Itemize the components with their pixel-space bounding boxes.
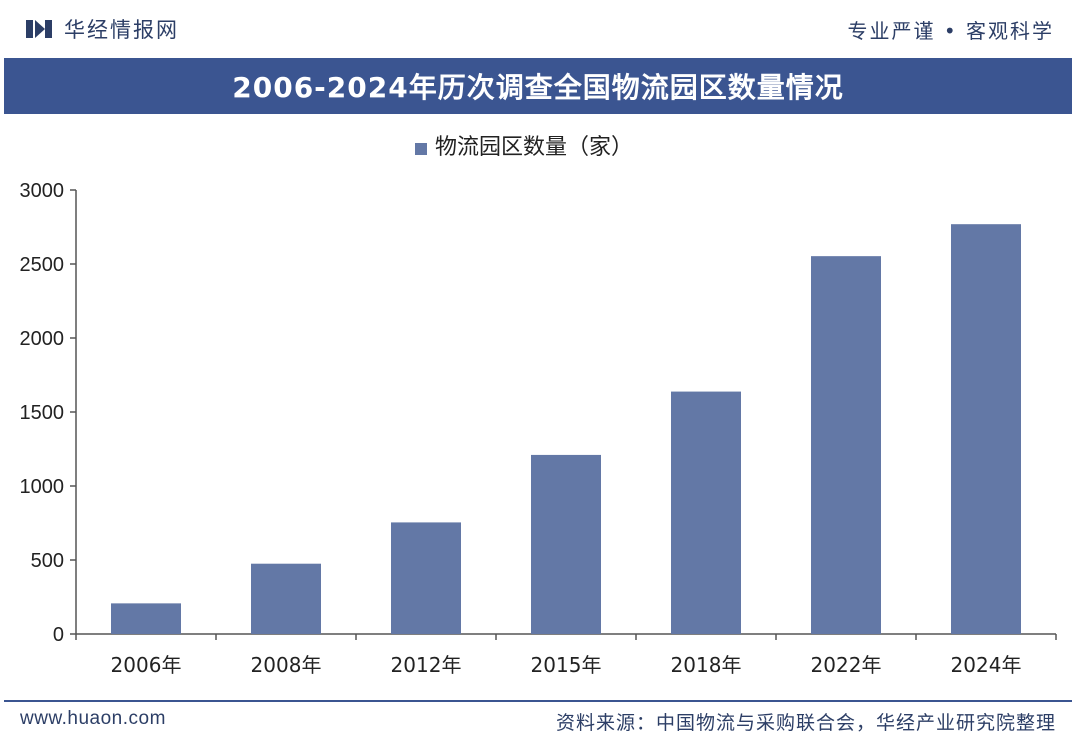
title-bar: 2006-2024年历次调查全国物流园区数量情况 <box>4 58 1072 114</box>
y-tick-label: 1500 <box>20 402 65 424</box>
chart-title: 2006-2024年历次调查全国物流园区数量情况 <box>232 71 844 104</box>
x-tick-label: 2022年 <box>811 653 882 677</box>
y-tick-label: 2500 <box>20 254 65 276</box>
bar[interactable] <box>391 522 461 634</box>
x-tick-label: 2015年 <box>531 653 602 677</box>
legend-swatch <box>415 143 427 155</box>
website-link[interactable]: www.huaon.com <box>20 708 166 729</box>
bar[interactable] <box>251 563 321 634</box>
bar[interactable] <box>951 224 1021 635</box>
top-bar: 华经情报网 专业严谨 • 客观科学 <box>0 0 1080 58</box>
y-tick-label: 2000 <box>20 328 65 350</box>
x-tick-label: 2006年 <box>111 653 182 677</box>
x-tick-label: 2018年 <box>671 653 742 677</box>
bar[interactable] <box>111 603 181 634</box>
brand-logo-icon <box>26 20 52 38</box>
bar[interactable] <box>531 454 601 634</box>
slogan: 专业严谨 • 客观科学 <box>847 18 1054 43</box>
bar-chart: 物流园区数量（家） 0 500 1000 1500 2000 2500 3000 2006年 20… <box>20 135 1057 677</box>
legend-label: 物流园区数量（家） <box>435 135 633 160</box>
y-tick-label: 0 <box>53 624 64 646</box>
bar[interactable] <box>671 391 741 634</box>
x-tick-label: 2012年 <box>391 653 462 677</box>
source-note: 资料来源：中国物流与采购联合会，华经产业研究院整理 <box>555 712 1056 734</box>
y-tick-label: 1000 <box>20 476 65 498</box>
footer-divider <box>4 700 1072 702</box>
brand-name: 华经情报网 <box>64 18 179 42</box>
brand: 华经情报网 <box>26 14 179 44</box>
bar[interactable] <box>811 256 881 634</box>
y-tick-label: 500 <box>31 550 64 572</box>
x-tick-label: 2024年 <box>951 653 1022 677</box>
y-tick-label: 3000 <box>20 180 65 202</box>
x-tick-label: 2008年 <box>251 653 322 677</box>
